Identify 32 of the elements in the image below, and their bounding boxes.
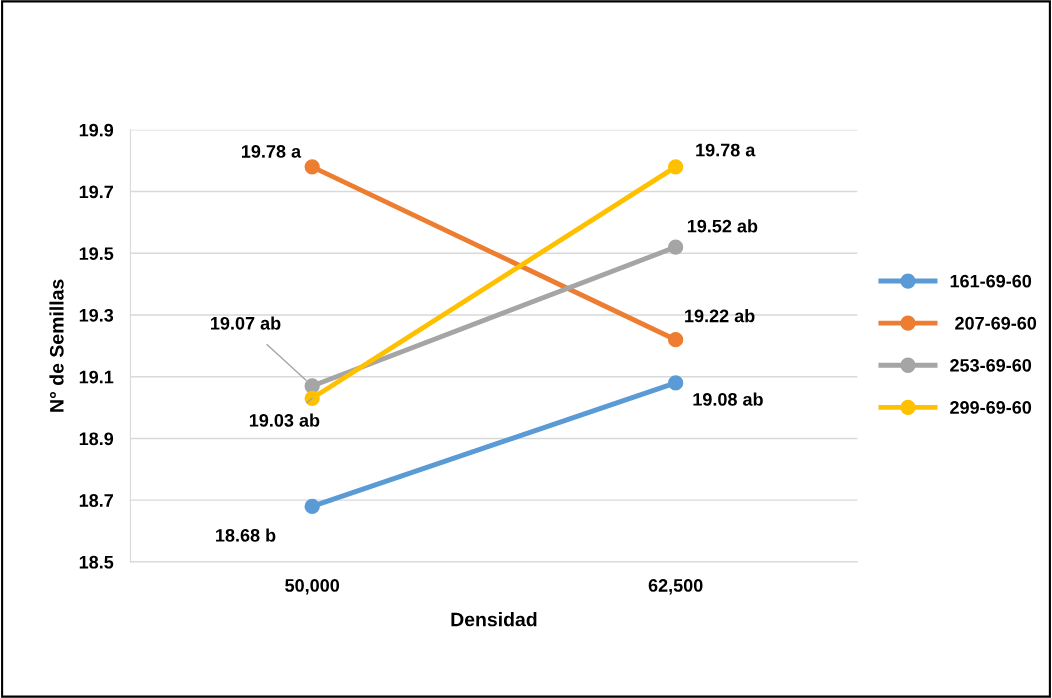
point	[668, 159, 684, 175]
y-tick-label: 19.7	[79, 185, 113, 199]
data-label: 18.68 b	[216, 528, 276, 542]
y-tick-label: 18.5	[79, 555, 114, 569]
point	[304, 159, 320, 175]
y-tick-label: 18.9	[79, 432, 114, 446]
y-tick-label: 19.9	[79, 123, 114, 137]
legend-label: 161-69-60	[950, 274, 1032, 288]
x-tick-label: 50,000	[285, 579, 340, 595]
y-tick-label: 18.7	[79, 494, 113, 507]
legend-label: 207-69-60	[955, 316, 1037, 330]
data-label: 19.78 a	[696, 143, 756, 157]
point	[304, 390, 320, 406]
data-label: 19.78 a	[241, 145, 302, 158]
legend-label: 299-69-60	[950, 401, 1032, 414]
y-tick-label: 19.1	[79, 370, 114, 384]
data-label: 19.07 ab	[211, 316, 281, 330]
point	[304, 498, 320, 514]
data-label: 19.52 ab	[687, 219, 758, 233]
y-tick-label: 19.5	[79, 247, 114, 260]
data-label: 19.22 ab	[685, 309, 755, 323]
y-tick-label: 19.3	[79, 308, 114, 322]
x-tick-label: 62,500	[648, 579, 703, 595]
data-label: 19.08 ab	[693, 392, 763, 406]
point	[668, 239, 684, 255]
point	[304, 378, 320, 394]
data-label: 19.03 ab	[249, 413, 320, 427]
x-axis-title: Densidad	[451, 612, 537, 627]
point	[668, 332, 684, 348]
legend-label: 253-69-60	[950, 358, 1032, 372]
y-axis-title: N° de Semillas	[49, 279, 64, 412]
point	[668, 375, 684, 391]
